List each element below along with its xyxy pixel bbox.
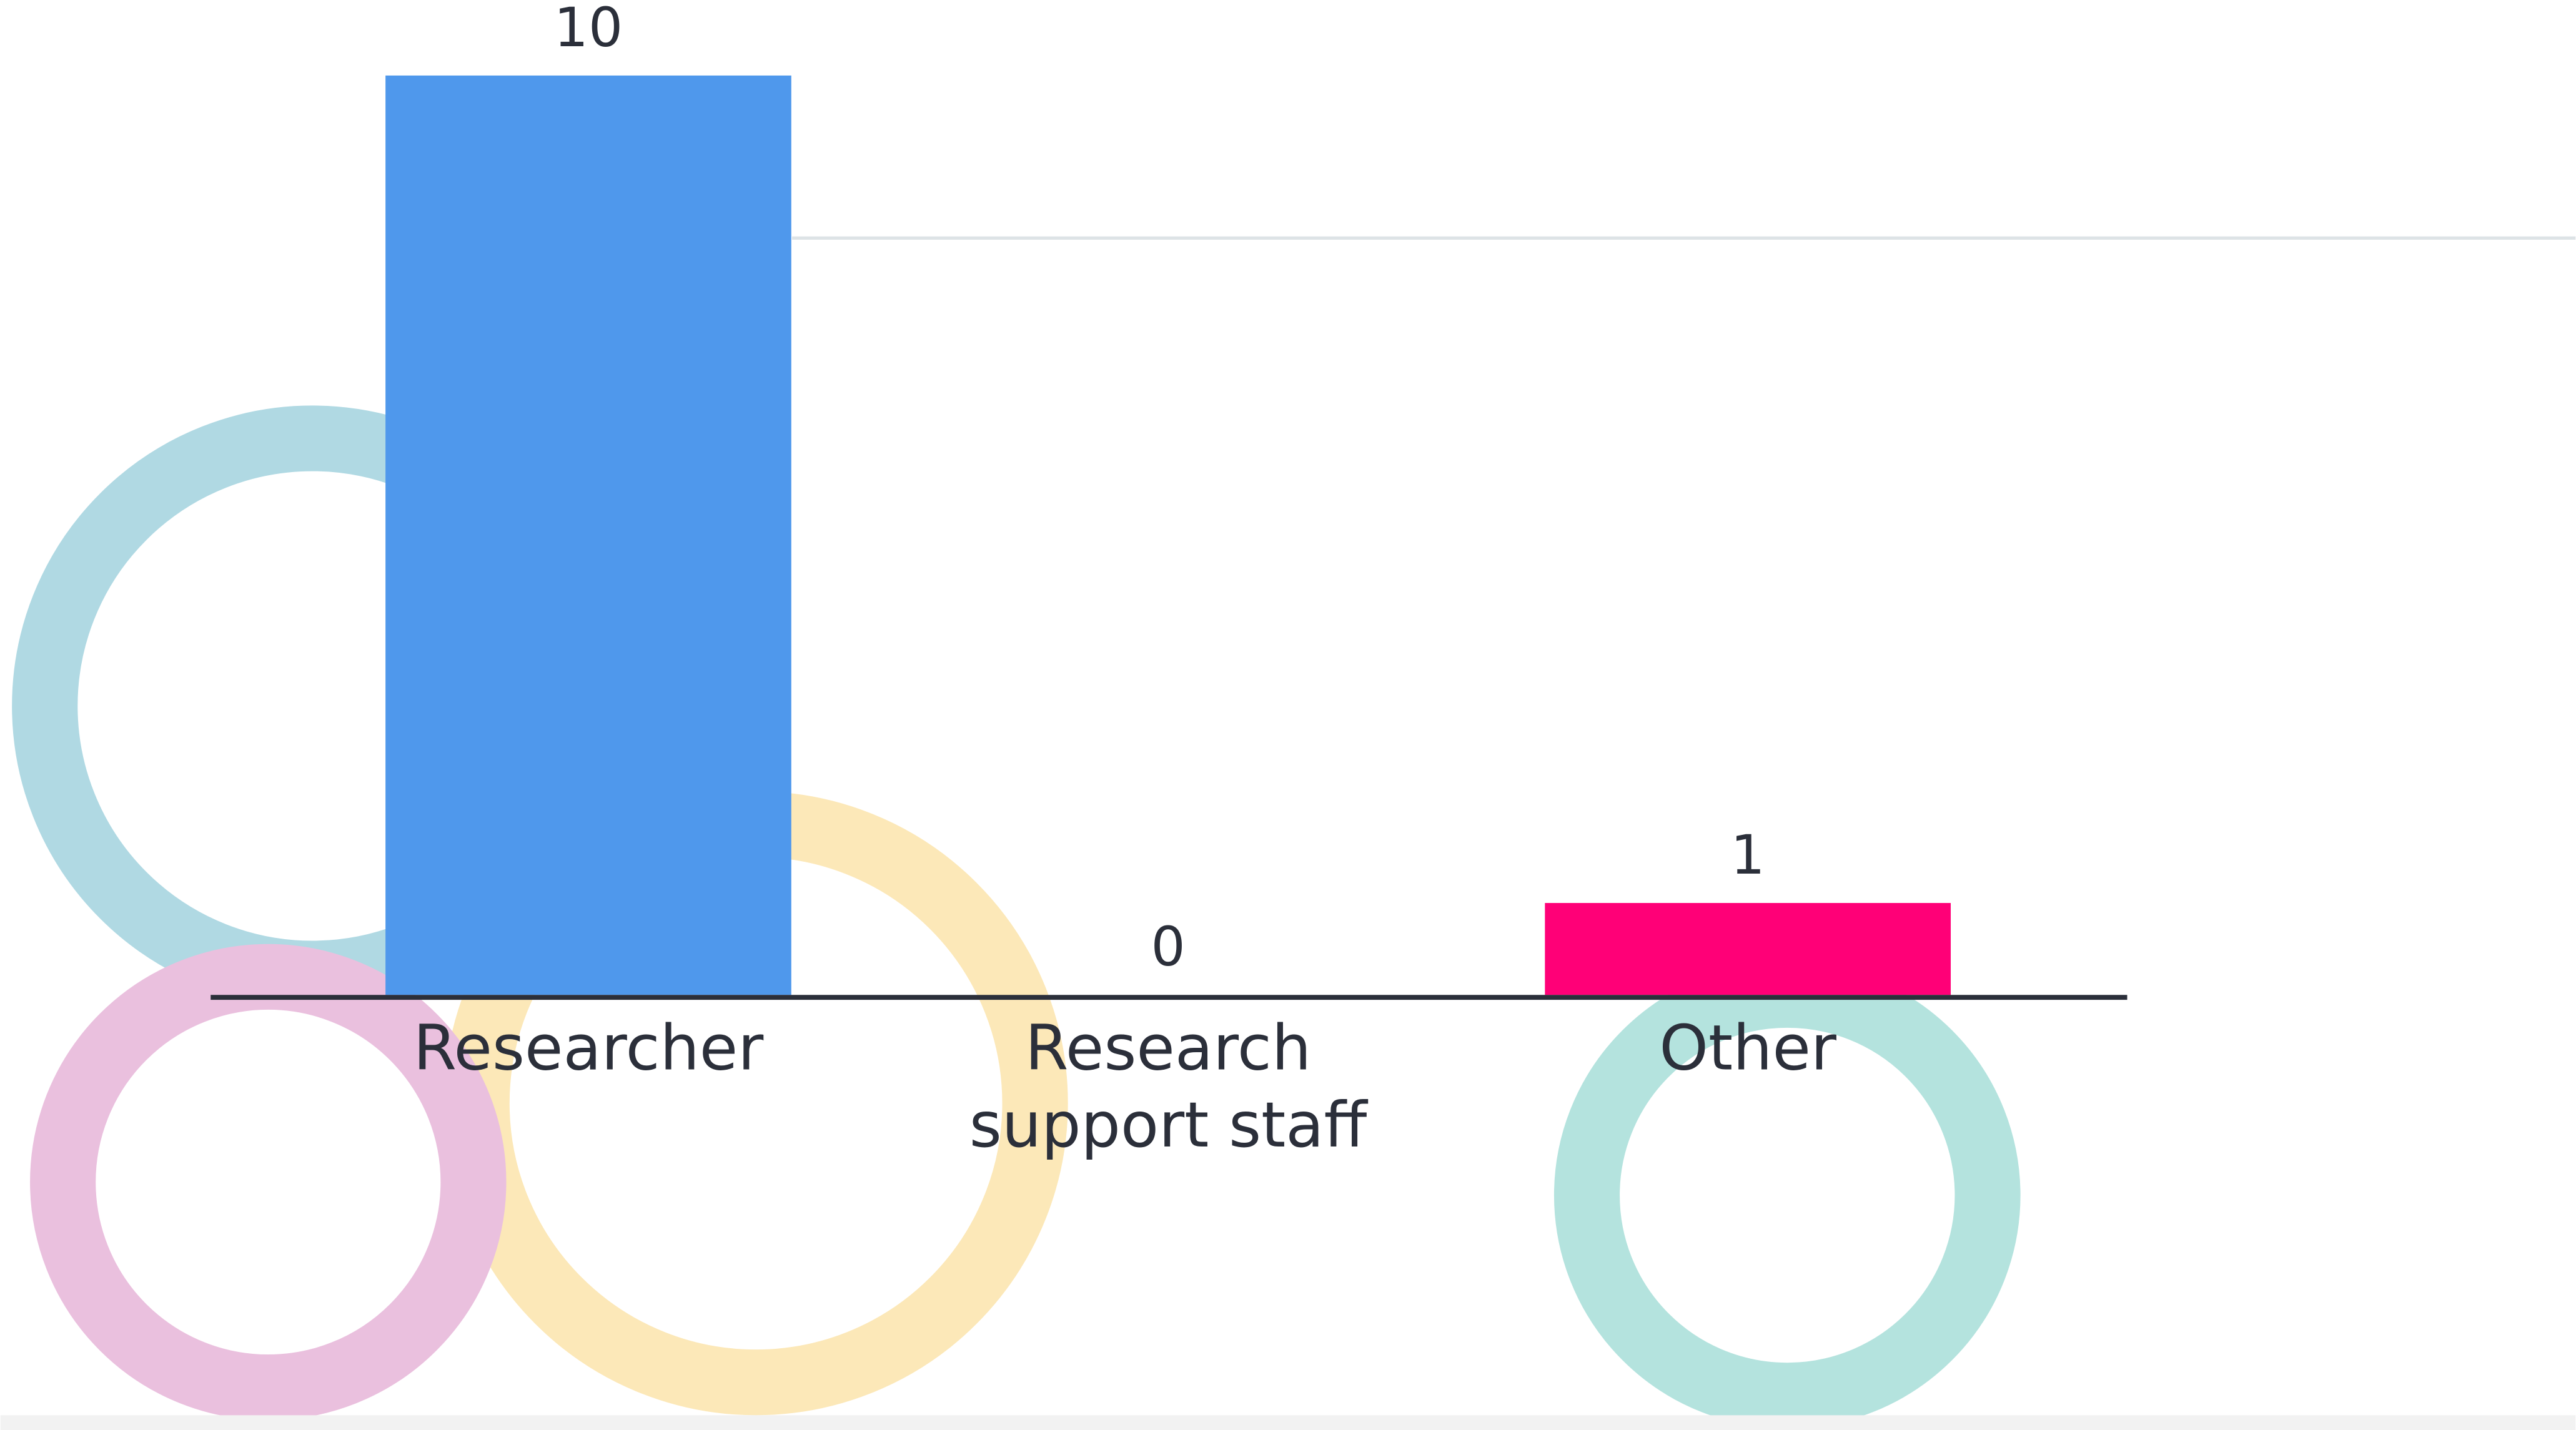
x-tick-label: Other bbox=[1659, 1012, 1837, 1085]
value-label: 0 bbox=[1151, 915, 1185, 979]
page: {"chart_data": {"type": "bar", "categori… bbox=[0, 0, 2576, 1430]
x-tick-label: Researcher bbox=[414, 1012, 765, 1085]
bottom-edge bbox=[1, 1415, 2576, 1430]
chart: 10Researcher0Researchsupport staff1Other bbox=[0, 0, 2576, 1430]
bar bbox=[1545, 903, 1951, 995]
decor-ring bbox=[63, 977, 473, 1387]
bar bbox=[385, 76, 791, 995]
value-label: 10 bbox=[554, 0, 623, 59]
value-label: 1 bbox=[1731, 824, 1765, 887]
